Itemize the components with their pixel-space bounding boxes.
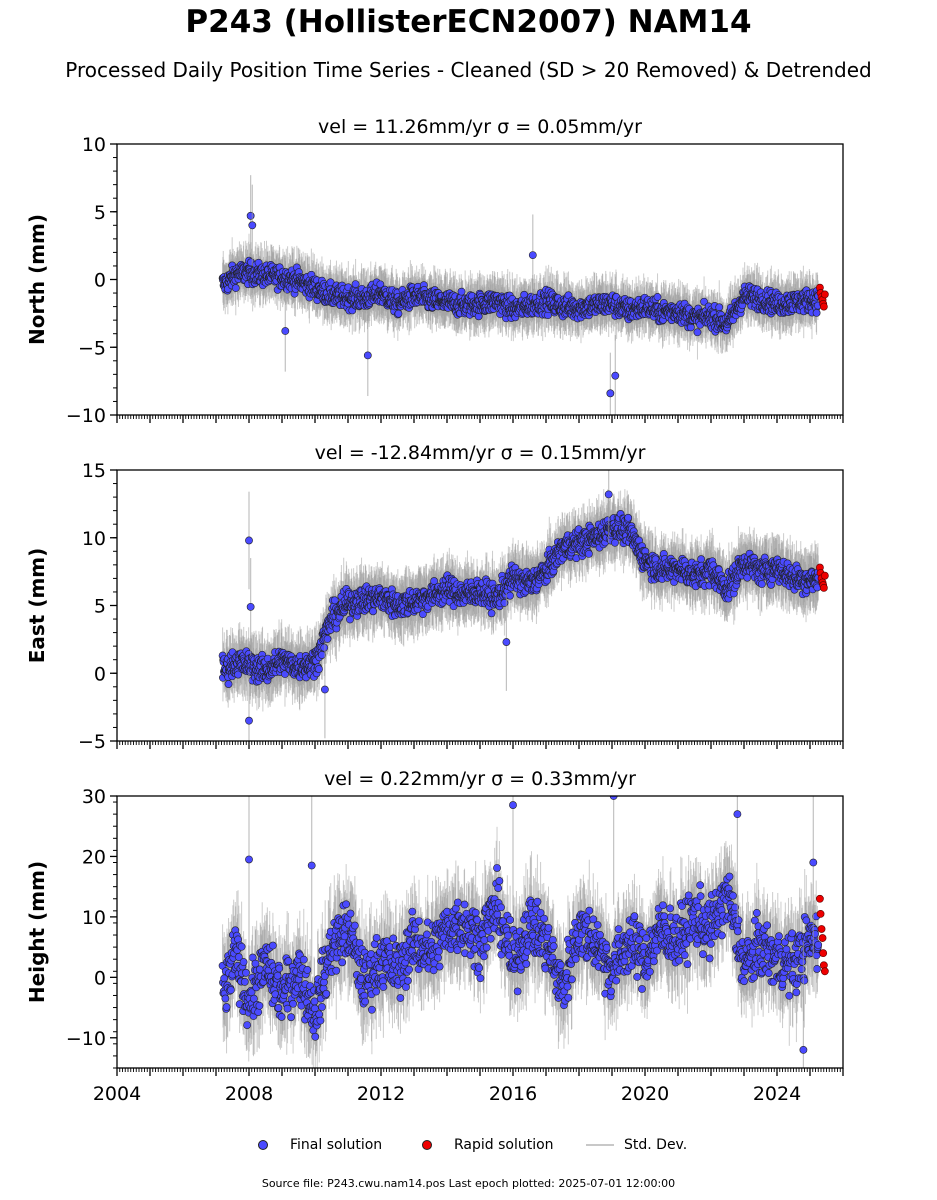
final-solution-point (248, 221, 257, 230)
panel-title: vel = -12.84mm/yr σ = 0.15mm/yr (315, 442, 646, 464)
final-solution-point (528, 251, 537, 260)
final-solution-point (812, 309, 821, 317)
panel-1: vel = -12.84mm/yr σ = 0.15mm/yr East (mm)… (25, 442, 844, 753)
plot-area (218, 175, 829, 415)
plot-area (218, 470, 829, 741)
final-solution-point (394, 309, 403, 318)
final-solution-point (700, 297, 708, 306)
final-solution-point (611, 371, 620, 380)
panel-0: vel = 11.26mm/yr σ = 0.05mm/yr North (mm)… (25, 116, 844, 427)
panel-title: vel = 11.26mm/yr σ = 0.05mm/yr (318, 116, 642, 138)
y-axis-label: East (mm) (25, 548, 49, 664)
final-solution-point (457, 287, 466, 296)
y-tick-label: 5 (94, 202, 106, 224)
final-solution-point (281, 327, 290, 335)
final-solution-point (246, 211, 255, 220)
final-solution-point (231, 284, 240, 292)
final-solution-point (351, 280, 360, 288)
final-solution-point (653, 293, 662, 301)
y-tick-label: −5 (78, 337, 106, 359)
page-subtitle: Processed Daily Position Time Series - C… (65, 58, 872, 82)
rapid-solution-point (820, 290, 829, 299)
final-solution-point (715, 303, 724, 312)
figure: vel = 11.26mm/yr σ = 0.05mm/yr North (mm)… (25, 116, 844, 1105)
final-solution-point (686, 323, 695, 332)
y-tick-label: 10 (82, 134, 106, 156)
y-tick-label: 0 (94, 270, 106, 292)
y-axis-label: North (mm) (25, 214, 49, 345)
y-tick-label: −10 (66, 405, 106, 427)
final-solution-point (606, 389, 615, 398)
rapid-solution-point (819, 302, 828, 311)
page-title: P243 (HollisterECN2007) NAM14 (185, 4, 752, 40)
final-solution-point (326, 278, 335, 287)
final-solution-point (363, 351, 372, 360)
final-solution-point (693, 328, 702, 337)
